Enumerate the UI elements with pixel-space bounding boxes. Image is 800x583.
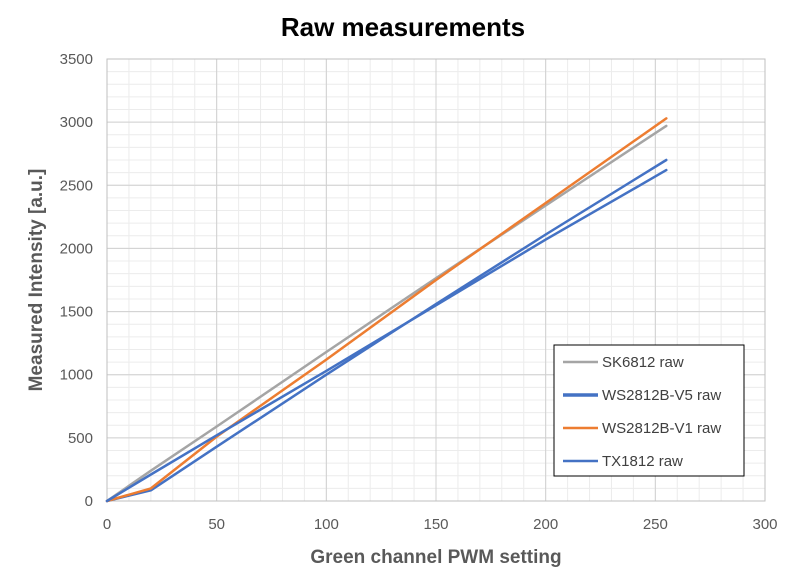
y-tick-label: 2000 [60,240,93,257]
x-axis-tick-labels: 0 50 100 150 200 250 300 [103,516,778,533]
plot-area-frame [106,58,766,502]
legend-box [553,344,745,477]
legend-label: WS2812B-V5 raw [602,387,721,404]
y-axis-title: Measured Intensity [a.u.] [26,169,47,392]
x-tick-label: 200 [533,516,558,533]
series-line-ws2812b-v1-raw [105,117,668,503]
legend-label: TX1812 raw [602,453,683,470]
x-tick-label: 150 [423,516,448,533]
y-axis-tick-labels: 0 500 1000 1500 2000 2500 3000 3500 [60,51,93,510]
y-tick-label: 500 [68,430,93,447]
x-tick-label: 250 [643,516,668,533]
y-tick-label: 3000 [60,114,93,131]
legend-item: WS2812B-V1 raw [563,420,721,437]
legend: SK6812 raw WS2812B-V5 raw WS2812B-V1 raw TX… [553,344,745,477]
series-line-tx1812-raw [105,168,668,503]
legend-item: SK6812 raw [563,354,684,371]
legend-label: SK6812 raw [602,354,684,371]
legend-item: WS2812B-V5 raw [563,387,721,404]
y-tick-label: 1000 [60,367,93,384]
x-tick-label: 50 [208,516,225,533]
x-tick-label: 300 [752,516,777,533]
series-line-sk6812-raw [105,124,668,503]
legend-item: TX1812 raw [563,453,683,470]
y-tick-label: 1500 [60,304,93,321]
legend-label: WS2812B-V1 raw [602,420,721,437]
y-tick-label: 2500 [60,177,93,194]
y-tick-label: 0 [85,493,93,510]
series-line-ws2812b-v5-raw [105,158,668,503]
y-tick-label: 3500 [60,51,93,68]
x-axis-title: Green channel PWM setting [310,547,561,568]
chart-title: Raw measurements [281,12,525,42]
x-tick-label: 0 [103,516,111,533]
series-layer [105,117,668,503]
x-tick-label: 100 [314,516,339,533]
